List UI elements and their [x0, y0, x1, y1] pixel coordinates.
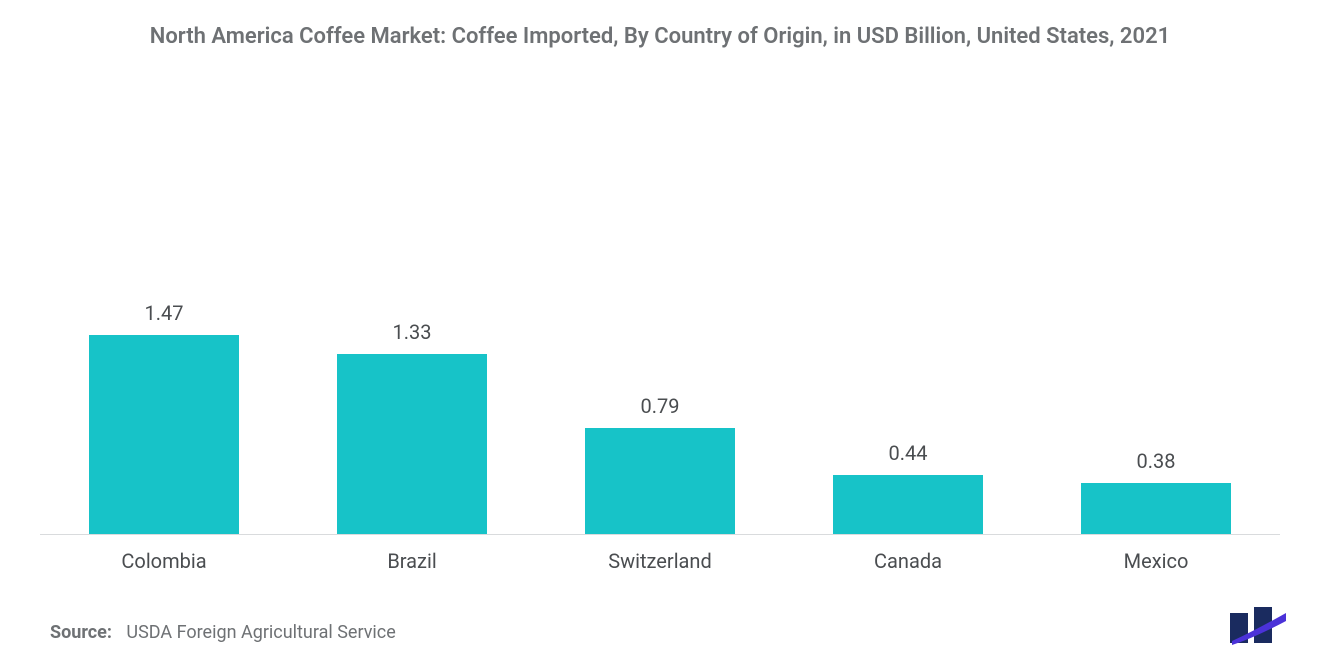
x-axis-label: Brazil — [288, 549, 536, 573]
bar-slot: 1.47 — [40, 140, 288, 535]
bar — [585, 428, 735, 535]
plot-area: 1.47 1.33 0.79 0.44 0.38 — [40, 140, 1280, 535]
bar-value-label: 0.38 — [1137, 449, 1176, 473]
x-axis-label: Canada — [784, 549, 1032, 573]
bar-slot: 0.79 — [536, 140, 784, 535]
x-axis-labels: Colombia Brazil Switzerland Canada Mexic… — [40, 549, 1280, 573]
bar — [89, 335, 239, 535]
brand-logo-icon — [1226, 607, 1290, 647]
x-axis-baseline — [40, 534, 1280, 535]
bar — [1081, 483, 1231, 535]
source-label: Source: — [50, 622, 112, 643]
bar-value-label: 1.47 — [145, 301, 184, 325]
chart-container: North America Coffee Market: Coffee Impo… — [0, 0, 1320, 665]
bar-value-label: 0.44 — [889, 441, 928, 465]
bar-value-label: 0.79 — [641, 394, 680, 418]
bar — [337, 354, 487, 535]
bar-value-label: 1.33 — [393, 320, 432, 344]
bar-slot: 0.38 — [1032, 140, 1280, 535]
source-line: Source: USDA Foreign Agricultural Servic… — [50, 622, 396, 643]
x-axis-label: Switzerland — [536, 549, 784, 573]
bars-row: 1.47 1.33 0.79 0.44 0.38 — [40, 140, 1280, 535]
source-text: USDA Foreign Agricultural Service — [126, 622, 395, 643]
bar-slot: 1.33 — [288, 140, 536, 535]
chart-title: North America Coffee Market: Coffee Impo… — [0, 0, 1320, 52]
x-axis-label: Colombia — [40, 549, 288, 573]
bar-slot: 0.44 — [784, 140, 1032, 535]
bar — [833, 475, 983, 535]
x-axis-label: Mexico — [1032, 549, 1280, 573]
